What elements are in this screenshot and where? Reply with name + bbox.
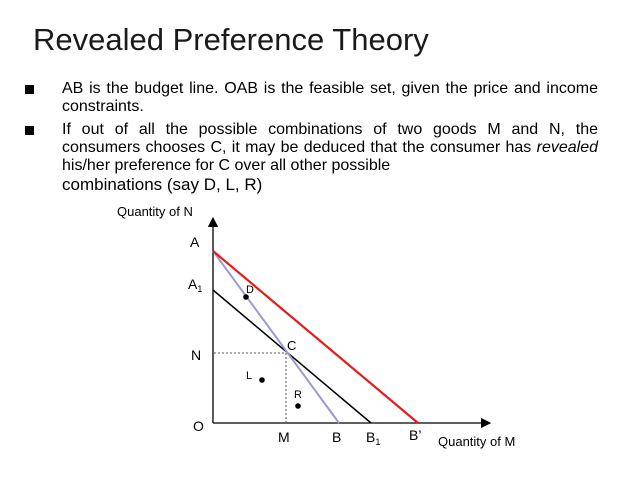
label-a1: A1 <box>188 276 202 294</box>
square-bullet-icon <box>25 85 34 94</box>
label-n: N <box>191 347 201 363</box>
label-b: B <box>332 429 341 445</box>
label-bprime: B’ <box>409 427 421 443</box>
point-l <box>259 377 265 383</box>
budget-line-a1b1 <box>212 289 372 424</box>
square-bullet-icon <box>25 126 34 135</box>
slide-title: Revealed Preference Theory <box>33 22 429 57</box>
bullet-item-budget: AB is the budget line. OAB is the feasib… <box>18 80 598 116</box>
label-point-l: L <box>246 370 252 382</box>
label-point-c: C <box>287 338 296 353</box>
label-origin: O <box>193 418 204 434</box>
label-b1: B1 <box>366 429 380 447</box>
label-a: A <box>190 234 200 250</box>
label-point-r: R <box>294 389 302 401</box>
bullet-text-emphasis: revealed <box>536 139 598 156</box>
bullet-text: If out of all the possible combinations … <box>62 121 598 175</box>
label-b1-subscript: 1 <box>375 437 380 447</box>
bullet-text-part: If out of all the possible combinations … <box>62 121 598 156</box>
bullet-text-last-line: combinations (say D, L, R) <box>62 175 263 194</box>
label-a1-main: A <box>188 276 198 292</box>
bullet-item-revealed: If out of all the possible combinations … <box>18 121 598 195</box>
label-a1-subscript: 1 <box>197 284 202 294</box>
x-axis-label: Quantity of M <box>438 434 515 449</box>
label-m: M <box>278 429 290 445</box>
point-d <box>243 294 249 300</box>
bullet-text: AB is the budget line. OAB is the feasib… <box>62 80 598 115</box>
bullet-text-part: his/her preference for C over all other … <box>62 157 391 174</box>
bullet-list: AB is the budget line. OAB is the feasib… <box>18 80 598 200</box>
point-r <box>295 403 301 409</box>
y-axis-label: Quantity of N <box>117 204 193 219</box>
label-b1-main: B <box>366 429 375 445</box>
label-point-d: D <box>246 284 254 296</box>
budget-line-ab <box>212 250 340 424</box>
budget-line-abprime <box>212 250 419 424</box>
